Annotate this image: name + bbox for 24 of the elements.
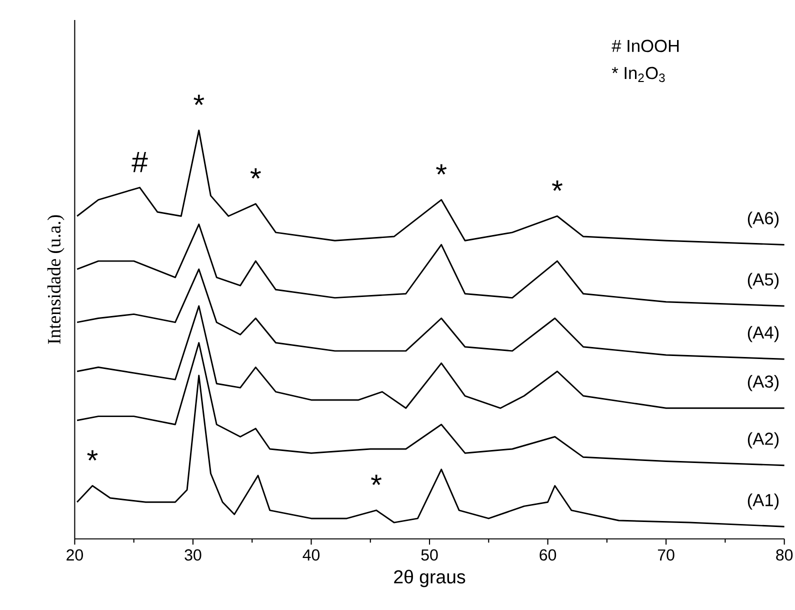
x-tick-label: 40 <box>302 549 320 561</box>
x-tick-label: 20 <box>66 549 83 561</box>
x-tick-label: 50 <box>421 549 438 561</box>
x-axis-title: 2θ graus <box>394 570 466 588</box>
x-tick-label: 60 <box>540 549 556 561</box>
x-tick-label: 70 <box>658 549 674 561</box>
text: * In$_{2}$O$_{3}$ <box>612 67 665 82</box>
annotation: # <box>132 152 148 172</box>
annotation: * <box>87 450 98 461</box>
x-tick-label: 80 <box>776 549 793 561</box>
series-label: (A5) <box>748 273 779 290</box>
y-axis-title: Intensidade (u.a.) <box>47 215 64 344</box>
annotation: * <box>194 94 204 106</box>
annotation: * <box>250 168 261 179</box>
x-tick-label: 30 <box>184 549 202 561</box>
series-label: (A1) <box>748 494 779 510</box>
series-label: (A3) <box>748 375 779 392</box>
series-label: (A6) <box>748 212 779 228</box>
series-label: (A2) <box>748 432 779 449</box>
annotation: * <box>436 164 447 175</box>
text: # InOOH <box>612 40 679 52</box>
annotation: * <box>371 474 382 486</box>
annotation: * <box>552 180 562 192</box>
series-label: (A4) <box>748 326 779 342</box>
